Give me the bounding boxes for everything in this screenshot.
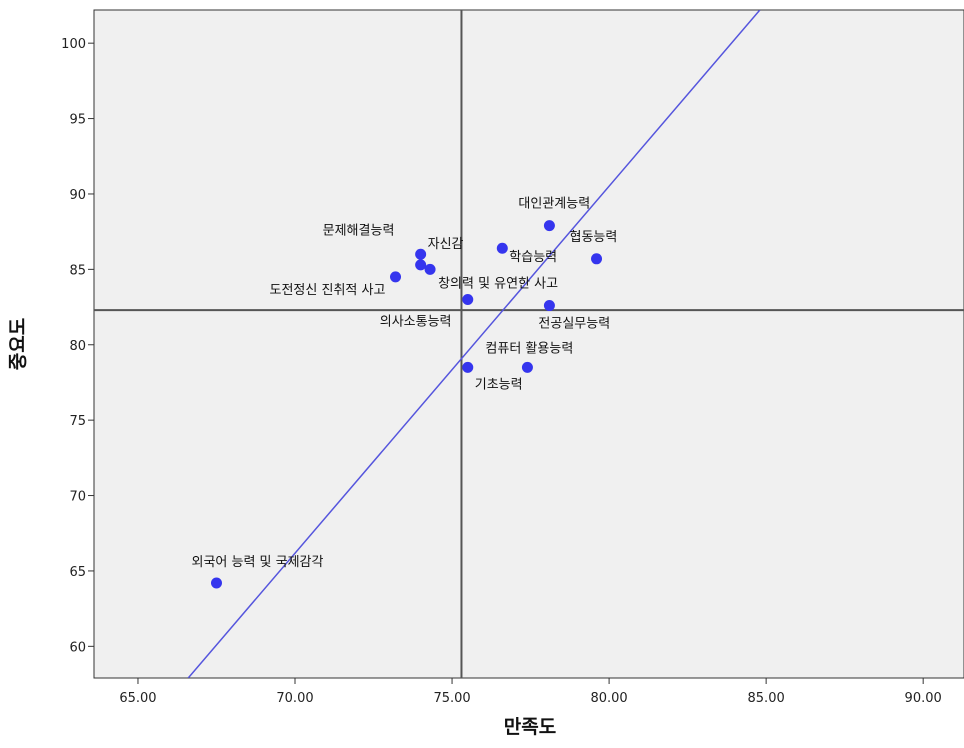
data-point <box>543 300 555 312</box>
x-tick-label: 65.00 <box>119 691 156 706</box>
y-tick-label: 95 <box>69 113 86 128</box>
point-label: 전공실무능력 <box>538 317 610 332</box>
data-point <box>424 263 436 275</box>
data-point <box>415 259 427 271</box>
y-tick-label: 100 <box>61 37 86 52</box>
point-label: 외국어 능력 및 국제감각 <box>191 555 323 570</box>
point-label: 대인관계능력 <box>518 197 590 212</box>
x-tick-label: 75.00 <box>433 691 470 706</box>
data-point <box>521 361 533 373</box>
y-tick-label: 65 <box>69 565 86 580</box>
data-point <box>462 361 474 373</box>
plot-area <box>93 9 964 679</box>
y-tick-label: 90 <box>69 188 86 203</box>
point-label: 협동능력 <box>570 230 618 245</box>
point-label: 기초능력 <box>475 377 523 392</box>
data-point <box>210 577 222 589</box>
y-tick-label: 75 <box>69 414 86 429</box>
y-tick-label: 70 <box>69 490 86 505</box>
y-tick-label: 80 <box>69 339 86 354</box>
x-tick-label: 85.00 <box>748 691 785 706</box>
point-label: 문제해결능력 <box>323 223 395 238</box>
y-axis-title: 중요도 <box>7 318 29 370</box>
data-point <box>462 294 474 306</box>
data-point <box>591 253 603 265</box>
data-point <box>415 248 427 260</box>
data-point <box>390 271 402 283</box>
x-tick-label: 70.00 <box>276 691 313 706</box>
point-label: 창의력 및 유연한 사고 <box>438 276 558 291</box>
point-label: 컴퓨터 활용능력 <box>485 341 573 356</box>
y-tick-label: 85 <box>69 263 86 278</box>
x-tick-label: 80.00 <box>590 691 627 706</box>
x-axis-title: 만족도 <box>504 716 556 738</box>
y-tick-label: 60 <box>69 640 86 655</box>
x-tick-label: 90.00 <box>905 691 942 706</box>
point-label: 학습능력 <box>509 250 557 265</box>
data-point <box>543 220 555 232</box>
point-label: 의사소통능력 <box>380 315 452 330</box>
data-point <box>496 242 508 254</box>
point-label: 자신감 <box>428 237 464 252</box>
point-label: 도전정신 진취적 사고 <box>270 283 386 298</box>
fit-line <box>187 10 761 678</box>
